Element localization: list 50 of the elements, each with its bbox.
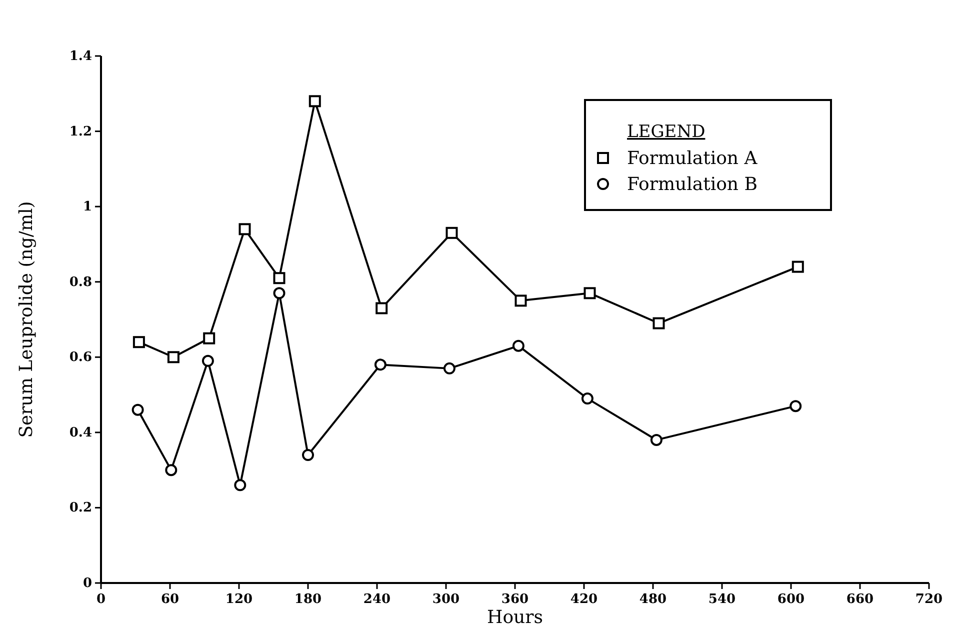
point	[514, 294, 527, 307]
legend-title: LEGEND	[627, 122, 706, 142]
point	[132, 404, 144, 416]
point	[512, 340, 524, 352]
y-tick-label: 0.4	[69, 425, 92, 440]
x-tick-label: 60	[160, 592, 180, 607]
point	[167, 351, 180, 364]
point	[273, 272, 286, 284]
point	[446, 226, 458, 239]
y-tick-label: 1.2	[69, 124, 92, 140]
point	[234, 479, 246, 492]
point	[790, 400, 802, 412]
y-tick-label: 0.6	[69, 350, 92, 366]
x-tick-label: 240	[363, 592, 391, 607]
legend-label: Formulation B	[627, 174, 758, 195]
point	[374, 358, 386, 371]
x-tick-label: 420	[570, 592, 598, 607]
y-tick-label: 1	[82, 200, 92, 215]
x-tick-label: 540	[708, 592, 736, 607]
x-axis-title: Hours	[487, 607, 543, 628]
point	[238, 223, 251, 236]
legend-label: Formulation A	[627, 148, 758, 169]
point	[302, 449, 314, 462]
point	[376, 302, 388, 314]
point	[584, 287, 596, 300]
point	[165, 464, 178, 476]
point	[273, 287, 286, 300]
x-tick-label: 120	[225, 592, 253, 607]
point	[792, 260, 804, 273]
point	[652, 317, 665, 330]
x-tick-label: 660	[846, 592, 874, 607]
y-tick-label: 1.4	[69, 49, 92, 64]
y-tick-label: 0	[82, 576, 92, 591]
x-tick-label: 480	[639, 592, 667, 607]
x-tick-label: 360	[501, 592, 529, 607]
point	[132, 336, 145, 348]
y-axis-title: Serum Leuprolide (ng/ml)	[16, 201, 37, 438]
y-tick-label: 0.8	[69, 274, 92, 290]
y-tick-label: 0.2	[69, 500, 92, 516]
x-tick-label: 0	[96, 592, 106, 607]
point	[308, 95, 321, 108]
point	[202, 354, 214, 367]
x-tick-label: 180	[294, 592, 322, 607]
x-tick-label: 600	[777, 592, 805, 607]
point	[650, 434, 662, 446]
point	[203, 332, 216, 344]
point	[581, 392, 594, 405]
x-tick-label: 720	[915, 592, 943, 607]
x-tick-label: 300	[432, 592, 460, 607]
point	[443, 362, 456, 374]
